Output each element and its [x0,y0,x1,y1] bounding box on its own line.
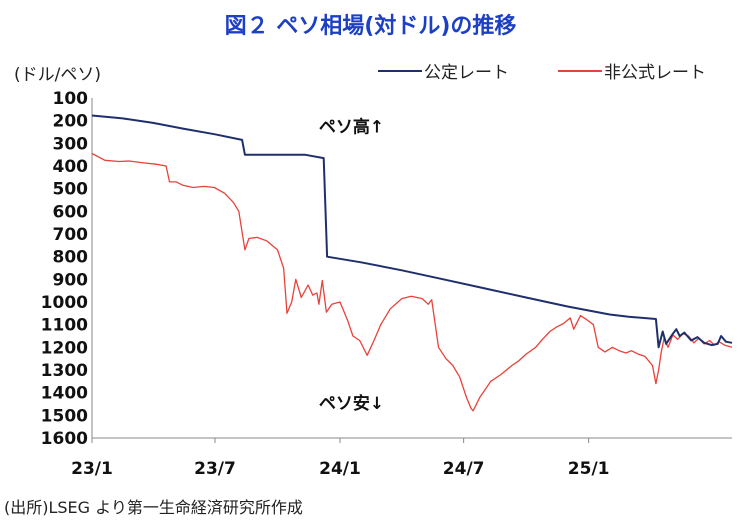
series-line-unofficial [91,152,733,412]
x-tick-label: 24/7 [443,459,485,479]
y-tick-label: 1100 [41,316,88,336]
y-tick-label: 1200 [41,338,88,358]
y-tick-label: 600 [53,202,89,222]
x-tick-label: 23/7 [194,459,236,479]
y-tick-label: 1600 [41,429,88,449]
y-tick-label: 300 [53,134,89,154]
x-tick-label: 25/1 [568,459,610,479]
legend-swatch-unofficial [558,69,602,72]
y-axis-unit-label: (ドル/ペソ) [14,65,101,85]
legend-item-unofficial: 非公式レート [558,58,706,83]
series-lines [91,114,733,412]
y-tick-label: 100 [53,89,89,109]
x-tick-label: 23/1 [71,459,113,479]
annotations: ペソ高↑ ペソ安↓ [319,116,384,414]
annotation-peso-weak: ペソ安↓ [319,393,384,414]
y-tick-label: 1400 [41,384,88,404]
x-tick-label: 24/1 [319,459,361,479]
legend-swatch-official [378,69,422,72]
chart-title: 図２ ペソ相場(対ドル)の推移 [224,14,517,39]
y-tick-label: 700 [53,225,89,245]
annotation-peso-strong: ペソ高↑ [319,116,384,137]
y-tick-label: 900 [53,270,89,290]
y-tick-label: 800 [53,248,89,268]
y-tick-label: 200 [53,112,89,132]
y-tick-label: 400 [53,157,89,177]
legend-label-official: 公定レート [424,63,509,83]
axes [91,98,732,443]
source-note: (出所)LSEG より第一生命経済研究所作成 [4,498,303,517]
legend-item-official: 公定レート [378,58,509,83]
y-tick-label: 500 [53,180,89,200]
y-tick-label: 1500 [41,406,88,426]
legend-label-unofficial: 非公式レート [604,63,706,83]
y-tick-label: 1000 [41,293,88,313]
series-line-official [91,114,733,349]
y-tick-label: 1300 [41,361,88,381]
